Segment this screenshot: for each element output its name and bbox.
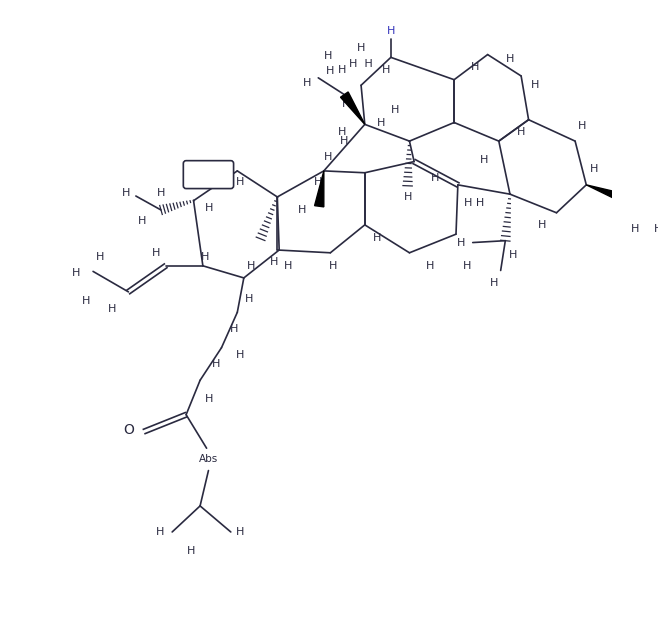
Text: H: H [490, 278, 498, 288]
Text: H: H [314, 177, 322, 187]
Text: H: H [506, 55, 514, 64]
Text: H: H [107, 304, 116, 314]
Text: H: H [72, 268, 80, 278]
Text: Abs: Abs [199, 455, 218, 464]
Text: H: H [470, 61, 479, 72]
Text: H: H [138, 216, 147, 226]
Text: H: H [377, 117, 386, 127]
Text: H: H [387, 26, 395, 36]
Text: H: H [338, 127, 347, 137]
Text: H: H [96, 252, 105, 261]
Text: H: H [270, 257, 279, 267]
Text: H: H [303, 79, 311, 88]
Text: H: H [654, 224, 658, 233]
Text: H: H [517, 127, 525, 137]
Text: H: H [342, 99, 350, 109]
Text: H: H [205, 203, 214, 213]
Text: H: H [236, 527, 244, 537]
Text: H: H [590, 164, 598, 174]
Text: H: H [480, 155, 488, 165]
Text: H: H [382, 65, 390, 75]
Text: H: H [212, 359, 220, 370]
Text: H: H [152, 248, 161, 258]
Text: O: O [123, 423, 134, 437]
Text: H: H [156, 527, 164, 537]
Text: H: H [201, 252, 209, 261]
Text: H: H [298, 205, 307, 215]
Text: H: H [236, 350, 244, 360]
FancyBboxPatch shape [184, 160, 234, 188]
Text: H: H [230, 324, 239, 334]
Text: H: H [82, 296, 89, 306]
Text: H: H [392, 105, 399, 115]
Polygon shape [315, 171, 324, 207]
Text: H: H [323, 51, 332, 60]
Text: H: H [247, 261, 255, 271]
Text: H: H [329, 261, 338, 271]
Text: H: H [122, 188, 131, 198]
Text: H: H [187, 546, 195, 555]
Text: H: H [509, 250, 517, 260]
Text: H: H [463, 261, 471, 271]
Text: H: H [284, 261, 293, 271]
Text: H: H [403, 192, 412, 202]
Text: H: H [357, 43, 365, 53]
Text: H: H [538, 220, 545, 230]
Text: H: H [205, 394, 214, 404]
Text: H: H [531, 81, 540, 90]
Text: H: H [372, 233, 381, 243]
Polygon shape [586, 185, 627, 203]
Text: H: H [578, 121, 586, 131]
Text: H: H [323, 152, 332, 162]
Text: H: H [326, 67, 334, 76]
Polygon shape [340, 92, 365, 124]
Text: H: H [157, 188, 165, 198]
Text: H: H [630, 224, 639, 233]
Text: H H: H H [465, 198, 485, 209]
Text: H: H [340, 136, 349, 146]
Text: H: H [338, 65, 347, 75]
Text: H: H [426, 261, 434, 271]
Text: H: H [457, 238, 465, 247]
Text: H: H [236, 177, 244, 187]
Text: H  H: H H [349, 59, 373, 69]
Text: H: H [245, 294, 253, 304]
Text: H: H [432, 173, 440, 183]
